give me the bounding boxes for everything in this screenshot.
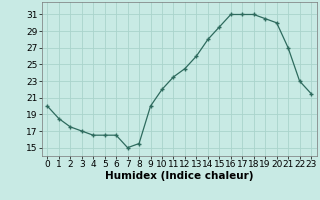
X-axis label: Humidex (Indice chaleur): Humidex (Indice chaleur): [105, 171, 253, 181]
